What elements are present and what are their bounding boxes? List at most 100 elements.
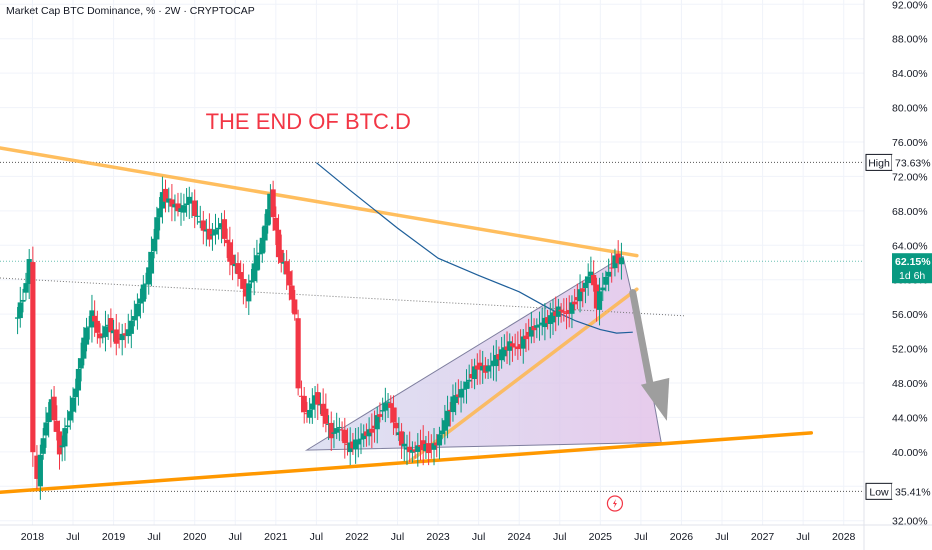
candle-body — [70, 397, 76, 412]
candle-body — [186, 196, 192, 204]
candle-body — [615, 253, 621, 264]
candle-body — [175, 203, 181, 212]
overlays: THE END OF BTC.D — [206, 109, 670, 512]
candle-body — [509, 343, 516, 347]
y-tick-label: 68.00% — [892, 206, 928, 218]
candle-body — [355, 439, 361, 445]
candle-body — [442, 420, 448, 431]
candle-body — [43, 422, 49, 436]
symbol-title[interactable]: Market Cap BTC Dominance, % · 2W · CRYPT… — [6, 5, 255, 17]
candle-body — [377, 414, 383, 417]
candle-body — [450, 396, 456, 413]
y-tick-label: 76.00% — [892, 137, 928, 149]
candle-body — [458, 389, 464, 398]
candle-body — [593, 284, 600, 309]
candle-body — [110, 330, 117, 334]
candle-body — [603, 276, 609, 285]
candle-body — [295, 318, 301, 389]
candle-body — [65, 425, 71, 428]
candle-body — [246, 283, 252, 302]
candle-body — [371, 425, 378, 429]
candle-body — [284, 261, 290, 275]
x-tick-label: 2022 — [345, 531, 369, 543]
countdown-value: 1d 6h — [899, 270, 925, 282]
low-value: 35.41% — [895, 486, 931, 498]
candle-body — [119, 333, 125, 341]
candle-body — [471, 366, 478, 380]
candle-body — [531, 325, 537, 331]
candle-body — [580, 288, 586, 292]
y-tick-label: 32.00% — [892, 516, 928, 528]
candle-body — [221, 219, 228, 239]
candle-body — [100, 336, 106, 338]
candle-body — [265, 209, 271, 226]
candle-body — [606, 271, 612, 277]
candle-body — [200, 220, 206, 231]
candle-body — [26, 259, 32, 285]
candle-body — [73, 388, 79, 398]
candle-body — [612, 255, 618, 269]
candle-body — [574, 297, 580, 301]
candle-body — [515, 346, 521, 350]
candle-body — [526, 331, 532, 336]
candle-body — [108, 318, 114, 333]
candle-body — [547, 315, 553, 324]
candle-body — [420, 440, 426, 451]
candle-body — [122, 333, 128, 336]
x-tick-label: Jul — [310, 531, 323, 543]
y-tick-label: 92.00% — [892, 0, 928, 11]
candle-body — [40, 438, 46, 454]
x-tick-label: 2027 — [751, 531, 775, 543]
moving-average-line — [316, 162, 633, 334]
candle-body — [496, 354, 502, 360]
candle-body — [197, 221, 203, 223]
low-value-box — [892, 483, 932, 500]
candle-body — [382, 403, 388, 411]
candle-body — [385, 401, 391, 403]
candle-body — [137, 298, 144, 304]
candle-body — [569, 302, 575, 314]
x-tick-label: 2019 — [102, 531, 126, 543]
y-tick-label: 48.00% — [892, 378, 928, 390]
candle-body — [48, 399, 54, 413]
candle-body — [591, 274, 597, 286]
dotted-trendline — [0, 277, 686, 317]
x-tick-label: 2021 — [264, 531, 288, 543]
candle-body — [181, 205, 187, 213]
candle-body — [125, 329, 131, 337]
candle-body — [561, 311, 567, 313]
candle-body — [298, 395, 305, 397]
candle-body — [434, 442, 440, 446]
candle-body — [417, 445, 424, 447]
candle-body — [286, 271, 292, 286]
candle-body — [97, 333, 103, 339]
y-tick-label: 80.00% — [892, 103, 928, 115]
candle-body — [151, 238, 157, 252]
candle-body — [131, 316, 137, 321]
candle-body — [78, 358, 84, 369]
candle-body — [159, 192, 166, 209]
candle-body — [162, 188, 169, 202]
candle-body — [523, 335, 529, 340]
candle-body — [361, 433, 367, 440]
candle-body — [134, 303, 141, 317]
candle-body — [404, 447, 410, 450]
candle-body — [83, 327, 90, 345]
x-tick-label: Jul — [147, 531, 160, 543]
candle-body — [34, 455, 40, 479]
x-tick-label: Jul — [229, 531, 242, 543]
candle-body — [273, 217, 279, 231]
candle-body — [262, 225, 268, 241]
candle-body — [75, 368, 82, 391]
candle-body — [328, 422, 334, 439]
x-tick-label: 2018 — [21, 531, 45, 543]
high-value-box — [892, 154, 932, 171]
candle-body — [203, 229, 209, 232]
candle-body — [528, 326, 534, 337]
candles — [14, 176, 625, 500]
candle-body — [534, 325, 540, 328]
candle-body — [46, 412, 52, 423]
